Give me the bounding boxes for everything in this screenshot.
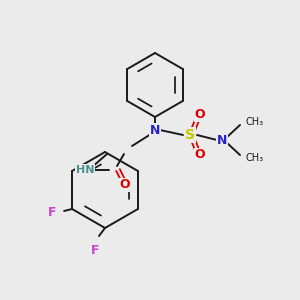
Text: CH₃: CH₃ [246, 117, 264, 127]
Text: CH₃: CH₃ [246, 153, 264, 163]
Text: HN: HN [76, 165, 94, 175]
Text: N: N [217, 134, 227, 146]
Text: S: S [185, 128, 195, 142]
Text: O: O [195, 109, 205, 122]
Text: F: F [91, 244, 99, 256]
Text: F: F [48, 206, 56, 220]
Text: N: N [150, 124, 160, 136]
Text: O: O [120, 178, 130, 191]
Text: O: O [195, 148, 205, 161]
